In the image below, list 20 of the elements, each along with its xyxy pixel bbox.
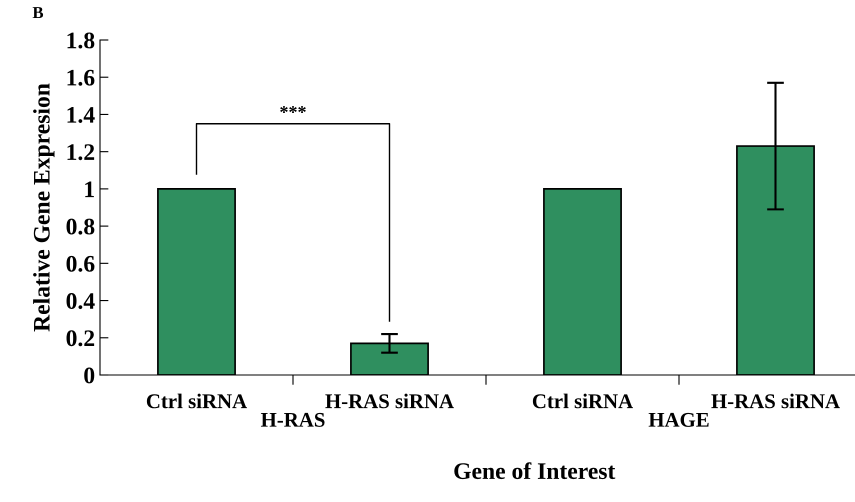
- text: H-RAS: [260, 412, 325, 427]
- y-tick-label: 0.4: [66, 293, 95, 310]
- x-tick-label: Ctrl siRNA: [532, 394, 633, 408]
- annotation: ***: [280, 106, 306, 113]
- y-axis-title: Relative Gene Expresion: [33, 83, 55, 332]
- y-tick-label: 1.4: [68, 107, 95, 123]
- y-tick-label: 1.2: [68, 144, 94, 160]
- y-tick-label: 0.2: [66, 330, 94, 346]
- text: HAGE: [648, 412, 709, 427]
- x-tick-label: Ctrl siRNA: [146, 394, 247, 408]
- y-tick-label: 0.8: [66, 218, 94, 235]
- y-tick-label: 1: [85, 181, 94, 198]
- x-tick-label: H-RAS siRNA: [711, 394, 840, 408]
- text: B: [32, 7, 44, 18]
- y-tick-label: 0: [84, 367, 94, 384]
- x-axis-title: Gene of Interest: [454, 462, 616, 480]
- y-tick-label: 1.8: [68, 32, 94, 49]
- y-tick-label: 1.6: [68, 70, 94, 86]
- x-tick-label: H-RAS siRNA: [325, 394, 454, 408]
- y-tick-label: 0.6: [66, 256, 94, 272]
